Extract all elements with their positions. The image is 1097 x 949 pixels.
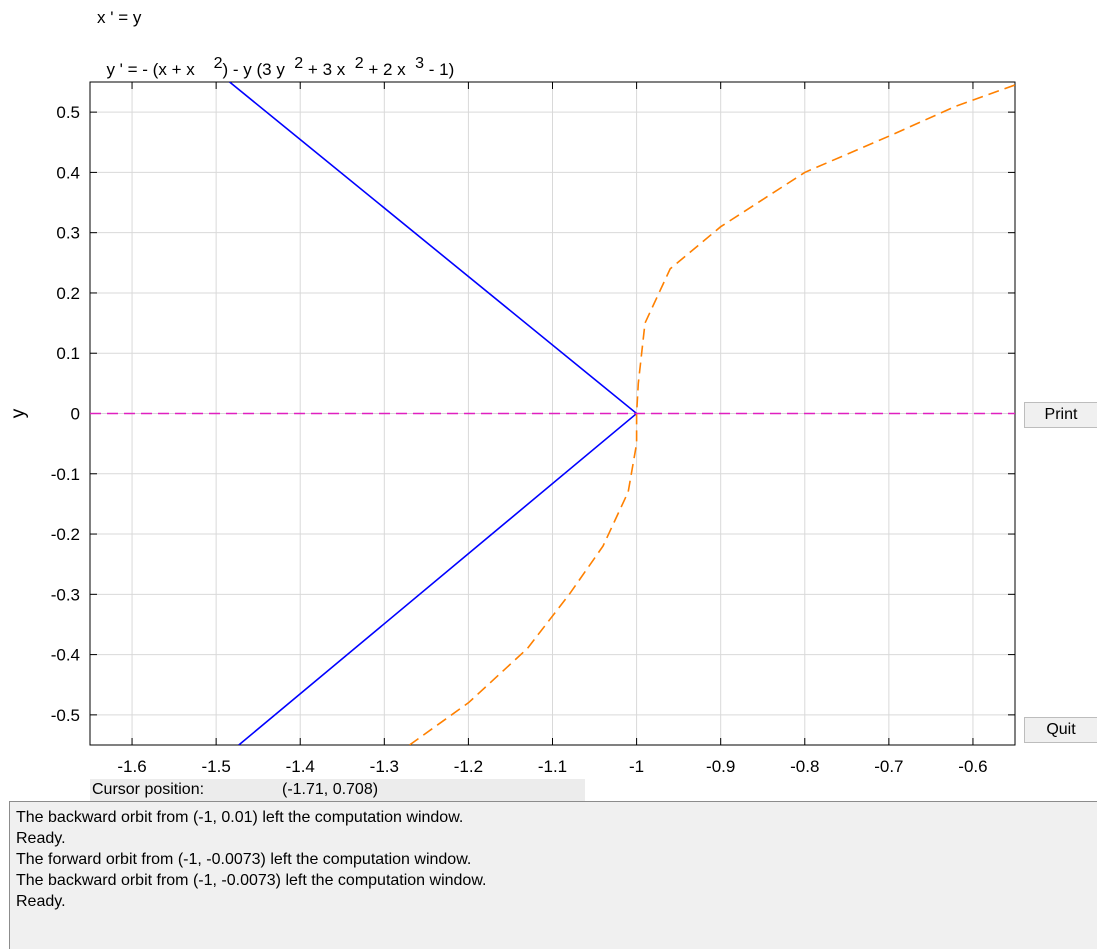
- print-button[interactable]: Print: [1024, 402, 1097, 428]
- cursor-position-bar: Cursor position: (-1.71, 0.708): [90, 779, 585, 801]
- y-tick-label: 0: [71, 405, 80, 424]
- y-tick-label: 0.3: [56, 224, 80, 243]
- x-tick-label: -1.1: [538, 757, 567, 776]
- y-tick-label: -0.5: [51, 706, 80, 725]
- x-tick-label: -0.8: [790, 757, 819, 776]
- x-tick-label: -1.2: [454, 757, 483, 776]
- eq-exponent: 2: [354, 55, 364, 72]
- eq-part: + 2 x: [363, 60, 416, 79]
- y-tick-label: 0.1: [56, 344, 80, 363]
- eq-exponent: 2: [294, 55, 304, 72]
- series-line-1: [409, 84, 1015, 745]
- y-tick-label: 0.5: [56, 103, 80, 122]
- x-tick-label: -0.9: [706, 757, 735, 776]
- phase-plane-plot[interactable]: -1.6 -1.5 -1.4 -1.3 -1.2 -1.1 -1 -0.9 -0.8 -0.7 -0…: [0, 0, 1097, 790]
- x-tick-label: -1.6: [117, 757, 146, 776]
- cursor-position-value: (-1.71, 0.708): [282, 781, 379, 798]
- y-tick-label: -0.3: [51, 585, 80, 604]
- y-tick-label: 0.2: [56, 284, 80, 303]
- x-tick-label: -1: [629, 757, 644, 776]
- y-tick-label: -0.4: [51, 646, 80, 665]
- quit-button[interactable]: Quit: [1024, 717, 1097, 743]
- eq-part: ) - y (3 y: [222, 60, 295, 79]
- eq-exponent: 2: [213, 55, 223, 72]
- log-line: The backward orbit from (-1, -0.0073) le…: [16, 872, 487, 889]
- x-tick-label: -1.4: [286, 757, 315, 776]
- eq-part: y ' = - (x + x: [106, 60, 214, 79]
- log-line: The backward orbit from (-1, 0.01) left …: [16, 809, 464, 826]
- cursor-position-label: Cursor position:: [92, 781, 205, 798]
- x-tick-label: -0.7: [874, 757, 903, 776]
- y-tick-label: -0.1: [51, 465, 80, 484]
- eq-part: - 1): [424, 60, 455, 79]
- eq-part: + 3 x: [303, 60, 355, 79]
- log-line: Ready.: [16, 893, 66, 910]
- message-log[interactable]: The backward orbit from (-1, 0.01) left …: [9, 801, 1097, 949]
- equation-x-prime: x ' = y: [97, 8, 142, 27]
- y-tick-label: -0.2: [51, 525, 80, 544]
- y-axis-label: y: [8, 408, 29, 418]
- eq-exponent: 3: [415, 55, 425, 72]
- y-tick-label: 0.4: [56, 163, 80, 182]
- log-line: The forward orbit from (-1, -0.0073) lef…: [16, 851, 472, 868]
- equation-y-prime: y ' = - (x + x 2) - y (3 y 2 + 3 x 2 + 2…: [97, 40, 454, 80]
- x-tick-label: -1.5: [201, 757, 230, 776]
- log-line: Ready.: [16, 830, 66, 847]
- x-tick-label: -0.6: [958, 757, 987, 776]
- x-tick-label: -1.3: [370, 757, 399, 776]
